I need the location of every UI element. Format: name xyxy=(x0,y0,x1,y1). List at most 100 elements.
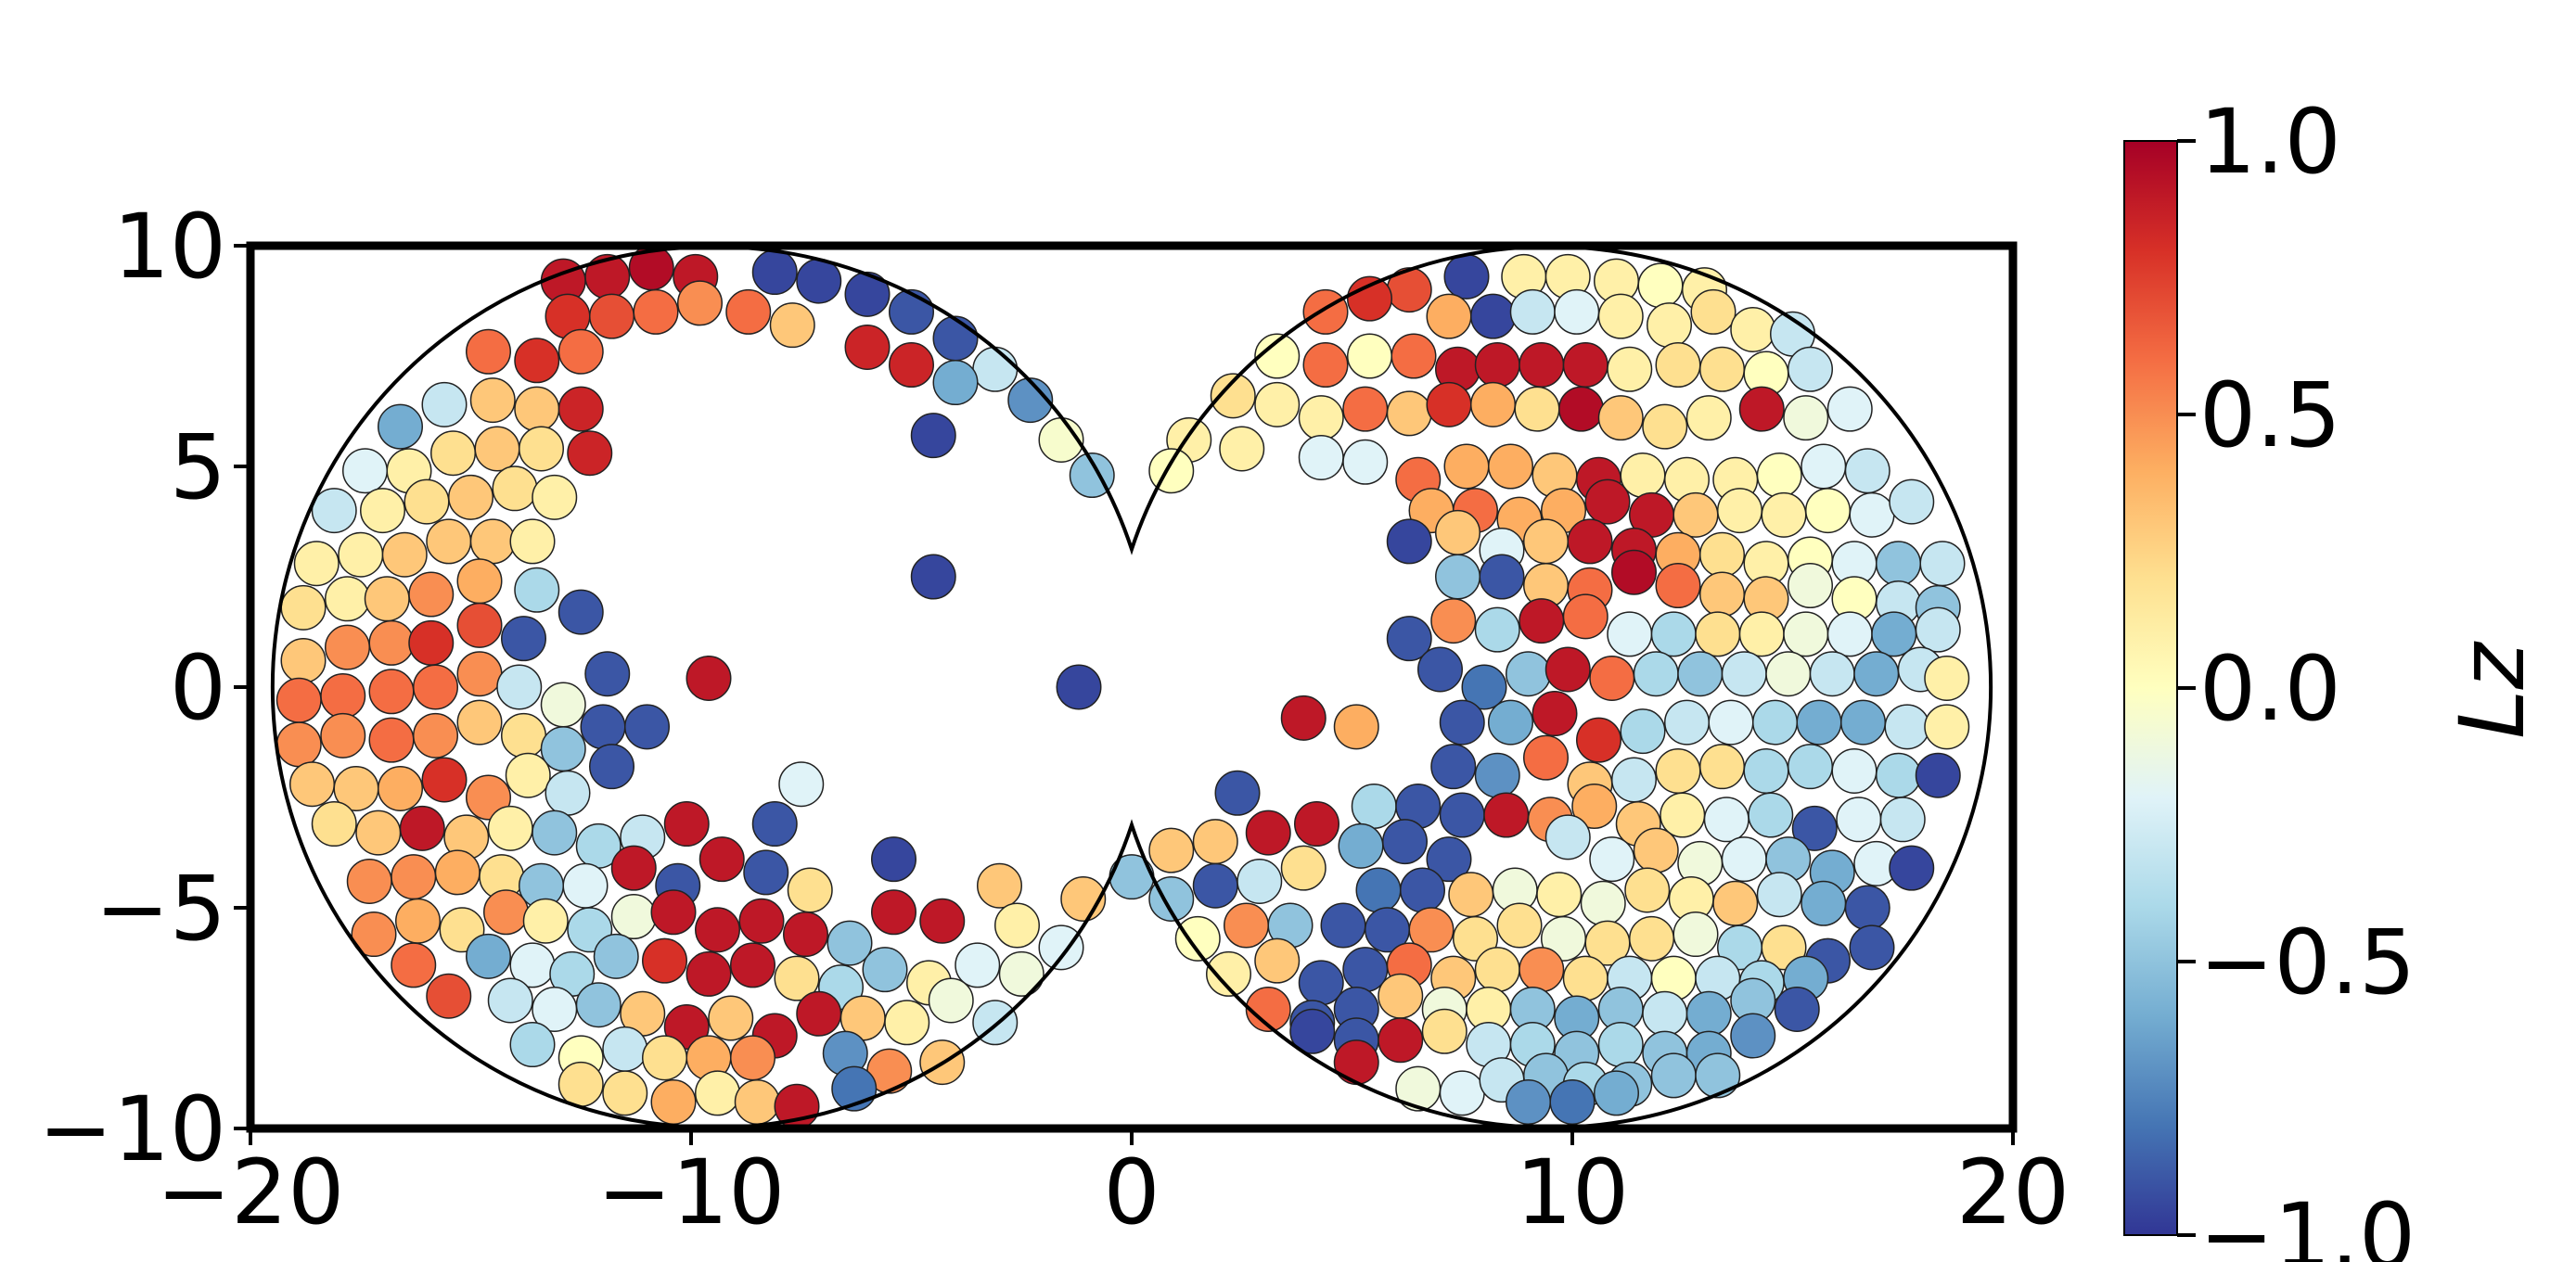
data-point xyxy=(1214,770,1261,816)
data-point xyxy=(351,911,397,958)
data-point xyxy=(827,920,873,966)
data-point xyxy=(889,342,934,389)
data-point xyxy=(1660,792,1706,838)
data-point xyxy=(1342,386,1389,432)
data-point xyxy=(1536,872,1583,918)
data-point xyxy=(1647,302,1692,349)
data-point xyxy=(1695,1052,1741,1099)
data-point xyxy=(1254,937,1301,984)
data-point xyxy=(368,669,415,715)
data-point xyxy=(1254,381,1301,427)
data-point xyxy=(1342,439,1389,485)
data-point xyxy=(311,488,357,534)
data-point xyxy=(1347,333,1392,379)
data-point xyxy=(1558,386,1604,432)
data-point xyxy=(928,977,974,1024)
data-points xyxy=(276,246,1970,1128)
data-point xyxy=(456,651,503,697)
data-point xyxy=(593,933,639,979)
data-point xyxy=(1756,872,1802,918)
data-point xyxy=(1519,342,1565,389)
data-point xyxy=(430,430,476,477)
data-point xyxy=(466,328,511,375)
data-point xyxy=(1801,880,1847,926)
data-point xyxy=(1730,306,1776,352)
data-point xyxy=(1544,646,1591,693)
data-point xyxy=(871,836,916,883)
data-point xyxy=(686,950,732,997)
data-point xyxy=(1479,554,1525,600)
data-point xyxy=(1597,395,1644,441)
data-point xyxy=(1699,346,1745,392)
colorbar-tick-label: 1.0 xyxy=(2199,90,2341,194)
data-point xyxy=(1721,836,1767,883)
data-point xyxy=(408,619,455,666)
data-point xyxy=(1695,611,1741,657)
colorbar-tick-label: −1.0 xyxy=(2199,1184,2416,1262)
data-point xyxy=(1430,598,1477,644)
data-point xyxy=(1298,395,1344,441)
data-point xyxy=(844,271,891,317)
data-point xyxy=(1245,809,1291,856)
data-point xyxy=(1523,518,1569,565)
data-point xyxy=(519,426,564,472)
data-point xyxy=(540,682,586,728)
data-point xyxy=(1761,491,1807,538)
data-point xyxy=(677,280,723,326)
data-point xyxy=(1400,867,1445,913)
data-point xyxy=(1289,1008,1336,1054)
data-point xyxy=(796,990,842,1037)
data-point xyxy=(1633,651,1679,697)
data-point xyxy=(602,1070,648,1116)
data-point xyxy=(1826,386,1873,432)
data-point xyxy=(1192,862,1238,909)
data-point xyxy=(932,360,979,406)
data-point xyxy=(434,849,481,896)
data-point xyxy=(910,413,956,459)
data-point xyxy=(1514,386,1560,432)
data-point xyxy=(378,765,423,811)
data-point xyxy=(1884,704,1930,750)
data-point xyxy=(1597,293,1644,339)
data-point xyxy=(1333,1039,1379,1086)
data-point xyxy=(584,651,631,697)
data-point xyxy=(844,324,891,370)
data-point xyxy=(1430,744,1477,790)
colorbar-label: Lz xyxy=(2441,640,2544,738)
data-point xyxy=(862,947,908,993)
data-point xyxy=(1439,792,1485,838)
data-point xyxy=(514,567,560,613)
data-point xyxy=(730,1035,775,1081)
data-point xyxy=(1408,907,1455,953)
data-point xyxy=(1699,744,1745,790)
data-point xyxy=(1294,801,1339,848)
data-point xyxy=(1519,598,1565,644)
data-point xyxy=(413,712,458,758)
data-point xyxy=(492,465,538,512)
data-point xyxy=(320,673,366,720)
data-point xyxy=(1549,1078,1596,1125)
data-point xyxy=(1378,973,1424,1019)
data-point xyxy=(1443,253,1490,300)
data-point xyxy=(1889,845,1935,891)
data-point xyxy=(426,518,472,565)
data-point xyxy=(320,712,366,758)
data-point xyxy=(1721,651,1767,697)
data-point xyxy=(391,942,437,988)
data-point xyxy=(1426,836,1472,883)
data-point xyxy=(642,937,687,984)
data-point xyxy=(1620,708,1666,755)
data-point xyxy=(1488,699,1533,746)
data-point xyxy=(532,474,578,520)
data-point xyxy=(977,862,1022,909)
data-point xyxy=(1642,990,1688,1037)
data-point xyxy=(1461,664,1507,710)
data-point xyxy=(994,902,1040,949)
data-point xyxy=(1439,699,1485,746)
data-point xyxy=(998,950,1044,997)
data-point xyxy=(1889,478,1935,525)
data-point xyxy=(1836,797,1882,843)
data-point xyxy=(1611,757,1657,803)
data-point xyxy=(686,655,732,701)
data-point xyxy=(1378,1017,1424,1064)
